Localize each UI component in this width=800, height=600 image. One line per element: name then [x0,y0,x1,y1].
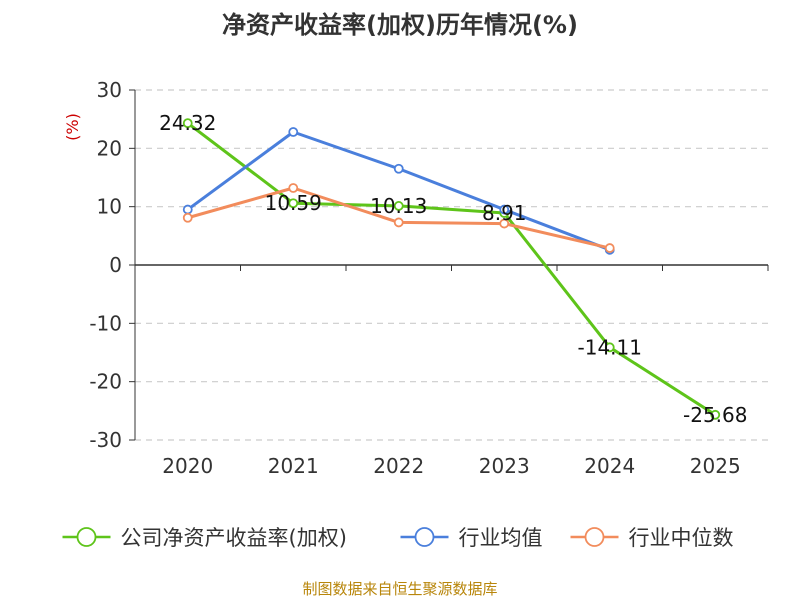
legend-marker [584,527,605,547]
x-tick-label: 2024 [584,454,635,478]
data-point [393,163,404,174]
x-tick-label: 2023 [479,454,530,478]
y-tick-label: -20 [89,370,122,394]
data-point [288,183,299,193]
axes: 30 20 10 0 -10 -20 -30 2020 2021 2022 2023 2024 2025 [89,78,769,478]
y-tick-label: 10 [97,195,122,219]
data-point [499,204,510,215]
y-tick-label: 20 [97,136,122,160]
legend-label: 行业中位数 [629,526,734,550]
x-tick-label: 2021 [268,454,319,478]
legend-label: 公司净资产收益率(加权) [121,526,347,550]
legend-marker [414,527,435,547]
data-point [393,217,404,228]
data-point [710,409,721,420]
data-point [499,218,510,229]
legend-item-1[interactable]: 行业均值 [400,526,543,550]
y-tick-label: 30 [97,78,122,102]
chart-title: 净资产收益率(加权)历年情况(%) [222,11,578,39]
data-label: -14.11 [578,335,642,359]
data-point [182,118,193,129]
data-point [288,127,299,137]
data-point [604,342,615,353]
y-tick-label: -10 [89,311,122,335]
data-labels: 24.32 10.59 10.13 8.91 -14.11 -25.68 [159,111,747,427]
data-point [182,212,193,223]
x-tick-label: 2025 [690,454,741,478]
legend-item-0[interactable]: 公司净资产收益率(加权) [62,526,347,550]
y-tick-label: -30 [89,428,122,452]
data-label: 10.59 [265,191,322,215]
y-tick-label: 0 [109,253,122,277]
data-point [288,198,299,209]
source-footer: 制图数据来自恒生聚源数据库 [302,580,497,598]
series-line-0 [186,121,717,417]
data-label: 8.91 [482,201,527,225]
data-point [604,243,615,253]
data-label: 10.13 [370,194,427,218]
series-lines [182,118,721,420]
legend-label: 行业均值 [459,526,543,550]
data-label: 24.32 [159,111,216,135]
x-tick-label: 2022 [373,454,424,478]
legend-item-2[interactable]: 行业中位数 [570,526,734,550]
data-point [182,204,193,215]
x-tick-label: 2020 [162,454,213,478]
y-axis-label: (%) [63,113,82,141]
data-label: -25.68 [683,403,747,427]
legend[interactable]: 公司净资产收益率(加权) 行业均值 行业中位数 [62,526,734,550]
legend-marker [76,527,97,547]
data-point [393,201,404,211]
